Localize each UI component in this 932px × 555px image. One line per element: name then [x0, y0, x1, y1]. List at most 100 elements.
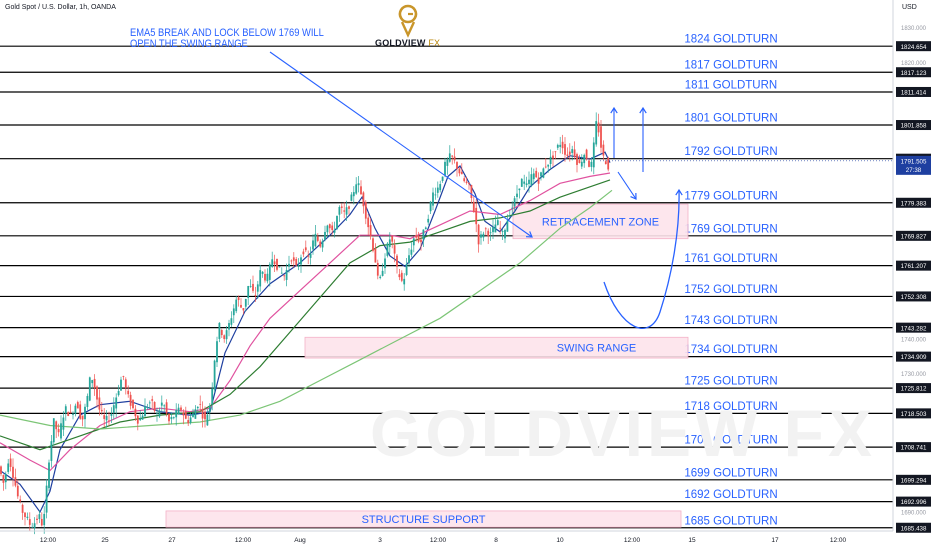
candle-body — [163, 405, 166, 407]
candle-body — [506, 220, 509, 232]
time-tick-label: 15 — [688, 537, 696, 544]
candle-body — [571, 149, 574, 154]
candle-body — [302, 251, 305, 255]
candle-body — [333, 229, 336, 233]
candle-body — [120, 379, 122, 391]
candle-body — [218, 322, 221, 339]
candle-body — [268, 264, 271, 280]
goldturn-label: 1734 GOLDTURN — [684, 344, 777, 356]
time-tick-label: 12:00 — [430, 537, 447, 544]
goldturn-label: 1801 GOLDTURN — [684, 113, 777, 125]
candle-body — [62, 417, 65, 430]
candle-body — [201, 408, 204, 419]
level-price-tag — [896, 474, 931, 485]
candle-body — [12, 466, 14, 478]
level-price-tag — [896, 408, 931, 419]
projection-curve — [603, 189, 680, 329]
level-price-label: 1725.812 — [901, 386, 927, 393]
candle-body — [487, 230, 490, 237]
candle-body — [36, 518, 38, 520]
candle-body — [254, 294, 257, 296]
candle-body — [4, 473, 7, 483]
candle-body — [67, 412, 70, 416]
candle-body — [348, 206, 350, 209]
candle-body — [355, 184, 358, 194]
level-price-label: 1685.438 — [901, 525, 927, 532]
candle-body — [208, 405, 211, 412]
candle-body — [192, 413, 194, 417]
candle-body — [91, 380, 94, 384]
candle-body — [607, 157, 610, 170]
level-price-label: 1752.308 — [901, 294, 927, 301]
level-price-tag — [896, 496, 931, 507]
time-tick-label: 3 — [378, 537, 382, 544]
candle-body — [367, 217, 370, 228]
ema-line-4 — [0, 189, 613, 430]
candle-body — [600, 126, 602, 148]
candle-body — [357, 183, 360, 186]
level-price-label: 1824.654 — [901, 44, 927, 51]
candle-body — [285, 269, 288, 280]
candle-body — [184, 411, 187, 419]
swing-zone — [304, 336, 689, 359]
candle-body — [196, 406, 199, 409]
candle-body — [216, 341, 218, 363]
candle-body — [328, 224, 331, 229]
candle-body — [160, 402, 163, 406]
goldturn-label: 1725 GOLDTURN — [684, 376, 777, 388]
candle-body — [585, 149, 588, 160]
candle-body — [535, 170, 538, 178]
candle-body — [304, 247, 307, 251]
candle-body — [60, 423, 62, 439]
candle-body — [592, 142, 595, 168]
ema-line-3 — [0, 179, 611, 451]
candle-body — [295, 259, 298, 266]
goldturn-label: 1708 GOLDTURN — [684, 435, 777, 447]
candle-body — [547, 164, 550, 167]
goldturn-label: 1811 GOLDTURN — [685, 79, 777, 91]
price-axis: 1824.6541817.1231811.4141801.8581792.125… — [600, 0, 932, 550]
axis-tick-label: 1740.000 — [901, 338, 927, 344]
candle-body — [432, 192, 434, 206]
candle-body — [117, 391, 120, 396]
candle-body — [247, 286, 250, 298]
candle-body — [276, 258, 278, 270]
candle-body — [278, 266, 281, 268]
candle-body — [240, 304, 242, 308]
goldturn-label: 1743 GOLDTURN — [684, 315, 777, 327]
candle-body — [528, 179, 530, 185]
candle-body — [194, 409, 197, 419]
goldturn-label: 1779 GOLDTURN — [684, 190, 777, 202]
level-price-tag — [896, 522, 931, 533]
candle-body — [352, 192, 355, 197]
candle-body — [81, 415, 84, 420]
candle-body — [283, 275, 286, 277]
candle-body — [206, 414, 209, 426]
candle-body — [552, 155, 554, 159]
up-arrow-1-head — [610, 106, 618, 114]
time-tick-label: 17 — [771, 537, 779, 544]
candle-body — [453, 156, 456, 161]
candle-body — [86, 395, 89, 407]
candle-body — [326, 225, 329, 233]
level-price-label: 1817.123 — [901, 70, 927, 77]
candle-body — [84, 406, 86, 420]
candle-body — [124, 379, 127, 388]
candle-body — [504, 229, 506, 239]
level-price-tag — [896, 41, 931, 52]
candle-body — [604, 161, 607, 165]
candle-body — [434, 194, 437, 196]
candle-body — [98, 397, 101, 410]
level-price-tag — [896, 291, 931, 302]
candle-body — [482, 233, 485, 238]
time-tick-label: Aug — [294, 537, 306, 544]
ema-line-2 — [0, 172, 611, 472]
candle-body — [456, 162, 458, 169]
candle-body — [316, 236, 319, 241]
candle-body — [496, 220, 499, 225]
candle-body — [439, 184, 442, 191]
candle-body — [489, 232, 492, 234]
level-price-label: 1692.996 — [901, 499, 927, 506]
